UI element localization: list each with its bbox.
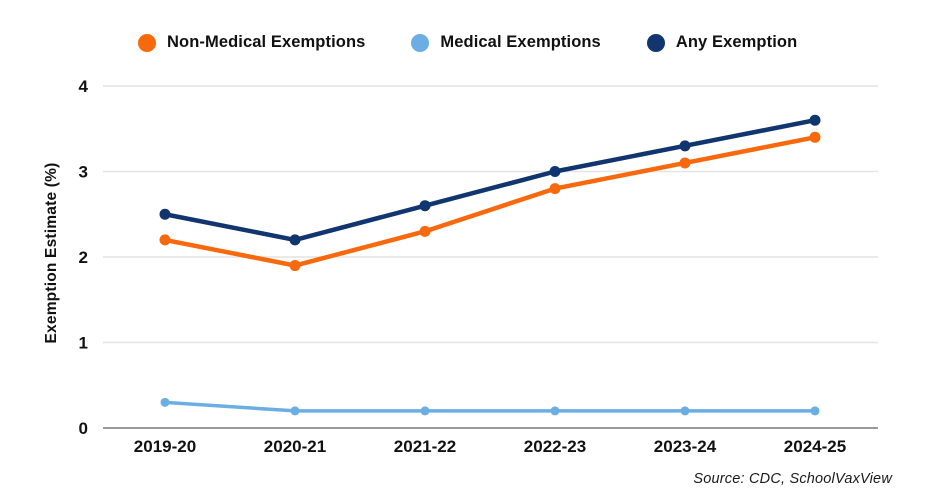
data-point-marker <box>419 225 431 237</box>
data-point-marker <box>680 406 690 416</box>
x-tick-label: 2019-20 <box>134 437 196 456</box>
data-point-marker <box>549 183 561 195</box>
data-point-marker <box>549 166 561 177</box>
legend-label-non-medical: Non-Medical Exemptions <box>167 33 366 51</box>
data-point-marker <box>550 406 560 416</box>
x-tick-label: 2020-21 <box>264 437 326 456</box>
y-tick-label: 1 <box>79 334 88 353</box>
legend: Non-Medical Exemptions Medical Exemption… <box>138 33 797 52</box>
legend-dot-medical-icon <box>411 33 430 52</box>
data-point-marker <box>809 114 821 126</box>
y-tick-label: 3 <box>79 163 88 182</box>
data-point-marker <box>809 131 821 143</box>
data-point-marker <box>419 200 431 212</box>
data-point-marker <box>289 260 301 272</box>
legend-label-medical: Medical Exemptions <box>440 33 601 51</box>
data-point-marker <box>290 406 300 416</box>
series-line-0 <box>162 135 818 268</box>
y-tick-label: 2 <box>79 248 88 267</box>
data-point-marker <box>679 157 691 169</box>
legend-dot-non-medical-icon <box>138 33 156 52</box>
series-line-1 <box>163 400 817 413</box>
x-tick-label: 2022-23 <box>524 437 586 456</box>
legend-item-any: Any Exemption <box>646 33 798 52</box>
x-tick-label: 2023-24 <box>654 437 717 456</box>
y-tick-label: 0 <box>79 419 88 438</box>
legend-item-non-medical: Non-Medical Exemptions <box>138 33 365 52</box>
y-tick-label: 4 <box>79 77 89 96</box>
data-point-marker <box>159 208 171 220</box>
data-point-marker <box>160 397 170 407</box>
x-tick-label: 2021-22 <box>394 437 456 456</box>
data-point-marker <box>679 140 691 152</box>
x-tick-label: 2024-25 <box>784 437 846 456</box>
legend-dot-any-icon <box>646 33 665 52</box>
y-axis-title: Exemption Estimate (%) <box>43 163 60 344</box>
series-line-2 <box>162 117 818 243</box>
legend-label-any: Any Exemption <box>675 33 798 51</box>
data-point-marker <box>289 234 301 246</box>
data-point-marker <box>810 406 820 416</box>
source-note: Source: CDC, SchoolVaxView <box>693 471 892 487</box>
data-point-marker <box>159 234 171 246</box>
data-point-marker <box>420 406 430 416</box>
legend-item-medical: Medical Exemptions <box>411 33 601 52</box>
